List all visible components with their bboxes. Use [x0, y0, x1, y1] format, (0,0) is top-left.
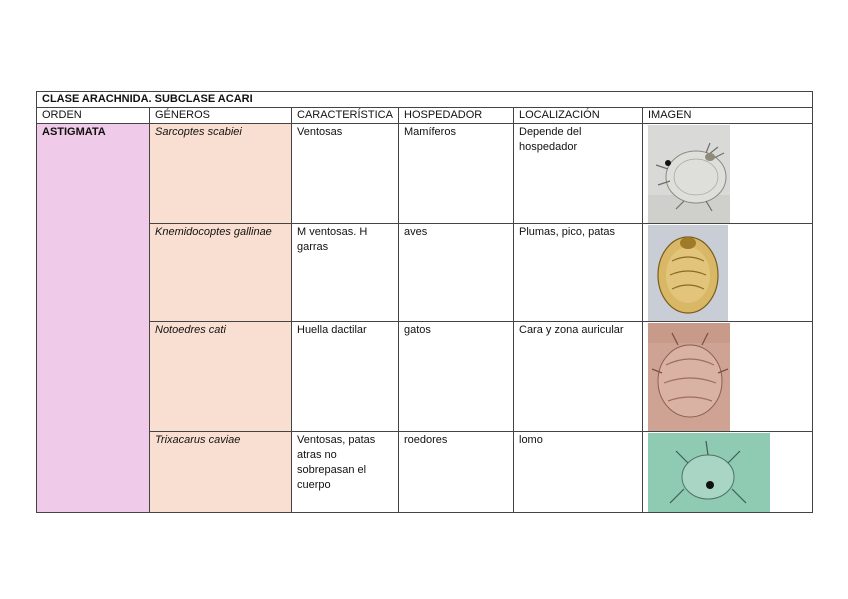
table-row: Knemidocoptes gallinae M ventosas. H gar… — [37, 223, 814, 322]
table-title: CLASE ARACHNIDA. SUBCLASE ACARI — [35, 91, 814, 108]
image-cell — [641, 123, 814, 224]
genero-cell: Notoedres cati — [149, 321, 292, 432]
orden-cell: ASTIGMATA — [36, 123, 150, 513]
header-generos: GÉNEROS — [149, 107, 292, 124]
genero-cell: Knemidocoptes gallinae — [149, 223, 292, 322]
caracteristica-cell: Huella dactilar — [291, 321, 399, 432]
image-cell — [641, 431, 814, 513]
mite-image-trixacarus — [648, 433, 770, 512]
table-row: Trixacarus caviae Ventosas, patas atras … — [37, 431, 814, 513]
localizacion-cell: lomo — [513, 431, 643, 513]
table-title-row: CLASE ARACHNIDA. SUBCLASE ACARI — [35, 91, 814, 108]
header-orden: ORDEN — [36, 107, 150, 124]
hospedador-cell: gatos — [398, 321, 514, 432]
table-row: ASTIGMATA Sarcoptes scabiei Ventosas Mam… — [36, 123, 814, 513]
image-cell — [641, 321, 814, 432]
hospedador-cell: roedores — [398, 431, 514, 513]
mite-image-notoedres — [648, 323, 730, 431]
localizacion-cell: Plumas, pico, patas — [513, 223, 643, 322]
genero-cell: Sarcoptes scabiei — [149, 123, 292, 224]
hospedador-cell: Mamíferos — [398, 123, 514, 224]
mite-image-knemidocoptes — [648, 225, 728, 321]
header-caracteristica: CARACTERÍSTICA — [291, 107, 399, 124]
header-localizacion: LOCALIZACIÓN — [513, 107, 643, 124]
caracteristica-cell: Ventosas — [291, 123, 399, 224]
hospedador-cell: aves — [398, 223, 514, 322]
localizacion-cell: Cara y zona auricular — [513, 321, 643, 432]
caracteristica-cell: M ventosas. H garras — [291, 223, 399, 322]
header-hospedador: HOSPEDADOR — [398, 107, 514, 124]
table-header-row: ORDEN GÉNEROS CARACTERÍSTICA HOSPEDADOR … — [36, 107, 814, 124]
image-cell — [641, 223, 814, 322]
genero-cell: Trixacarus caviae — [149, 431, 292, 513]
header-imagen: IMAGEN — [641, 107, 814, 124]
mite-image-sarcoptes — [648, 125, 730, 223]
table-row: Notoedres cati Huella dactilar gatos Car… — [37, 321, 814, 432]
acari-table: CLASE ARACHNIDA. SUBCLASE ACARI ORDEN GÉ… — [35, 91, 814, 513]
caracteristica-cell: Ventosas, patas atras no sobrepasan el c… — [291, 431, 399, 513]
localizacion-cell: Depende del hospedador — [513, 123, 643, 224]
